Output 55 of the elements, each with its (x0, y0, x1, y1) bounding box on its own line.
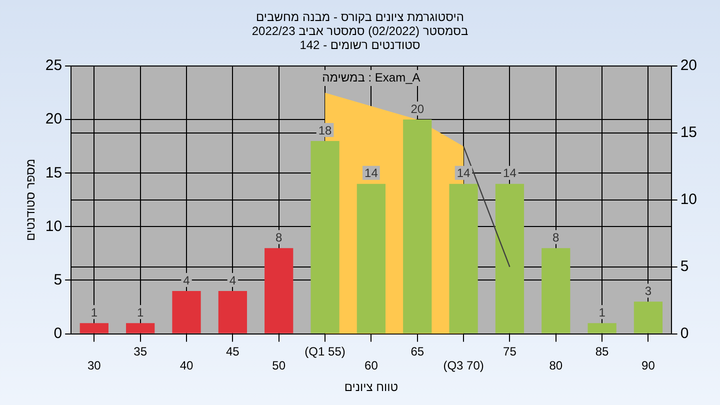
y2-tick-label: 15 (680, 124, 698, 142)
x-tick-label: 40 (180, 358, 194, 373)
bar (356, 184, 386, 334)
bar (80, 323, 108, 334)
data-label: 8 (276, 230, 283, 244)
data-label: 1 (598, 305, 606, 320)
data-label: 20 (410, 102, 424, 116)
x-tick-label: (Q1 55) (304, 344, 346, 358)
y-axis-title: מספר סטודנטים (24, 158, 38, 241)
chart-title: היסטוגרמת ציונים בקורס - מבנה מחשבים (255, 10, 465, 24)
bar (634, 302, 663, 334)
y-tick-label: 0 (54, 324, 62, 342)
data-label: 4 (183, 273, 190, 288)
data-label: 4 (229, 273, 236, 288)
data-label: 3 (644, 284, 652, 298)
data-label: 1 (90, 305, 98, 320)
bar (172, 290, 201, 334)
bar (542, 248, 570, 334)
y2-tick-label: 5 (680, 258, 689, 275)
x-tick-label: 60 (364, 358, 378, 373)
y2-tick-label: 0 (680, 324, 689, 342)
data-label: 8 (552, 230, 560, 244)
y-tick-label: 5 (54, 271, 62, 288)
y-tick-label: 20 (45, 110, 62, 128)
x-tick-label: 35 (134, 344, 148, 358)
x-tick-label: 30 (87, 358, 102, 373)
bar (588, 323, 616, 334)
y-tick-label: 15 (45, 164, 62, 182)
x-tick-label: 65 (410, 344, 424, 358)
bar (218, 290, 247, 334)
x-tick-label: 50 (272, 358, 286, 373)
chart-subtitle: בסמסטר (02/2022) סמסטר אביב 2022/23 סטודנטים רשומים - 142 (250, 24, 470, 52)
data-label: 1 (137, 305, 144, 320)
bar (126, 323, 155, 334)
bar (449, 184, 478, 334)
y-tick-label: 10 (45, 218, 62, 235)
y-tick-label: 25 (45, 57, 62, 74)
x-tick-label: 75 (503, 344, 517, 358)
data-label: 14 (456, 166, 471, 180)
data-label: 14 (364, 166, 378, 180)
x-tick-label: 85 (595, 344, 610, 358)
bar (403, 120, 432, 334)
x-tick-label: 90 (642, 358, 656, 373)
x-tick-label: 80 (549, 358, 563, 373)
data-label: 14 (503, 166, 517, 180)
bar (495, 184, 524, 334)
y2-tick-label: 20 (680, 57, 698, 74)
x-axis-title: טווח ציונים (344, 380, 398, 394)
bar (310, 140, 340, 334)
data-label: 18 (318, 123, 332, 138)
x-tick-label: (Q3 70) (443, 358, 484, 373)
annotation: במשימה : Exam_A (322, 70, 420, 84)
x-tick-label: 45 (226, 344, 240, 358)
y2-tick-label: 10 (680, 191, 698, 208)
bar (264, 248, 294, 334)
